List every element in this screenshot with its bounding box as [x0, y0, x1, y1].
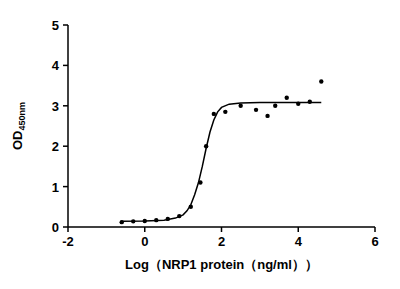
data-point	[254, 108, 258, 112]
x-tick	[374, 227, 376, 232]
x-tick-label: 2	[218, 234, 225, 249]
x-tick-label: 6	[371, 234, 378, 249]
x-tick-label: -2	[62, 234, 74, 249]
y-tick	[63, 226, 68, 228]
x-tick	[298, 227, 300, 232]
y-tick	[63, 186, 68, 188]
data-point	[273, 104, 277, 108]
plot-data	[120, 79, 324, 224]
data-point	[285, 96, 289, 100]
y-axis-label: OD450nm	[10, 102, 27, 150]
x-tick-label: 0	[141, 234, 148, 249]
y-tick-label: 4	[52, 58, 60, 73]
y-tick-label: 2	[52, 139, 59, 154]
y-tick-label: 0	[52, 220, 59, 235]
chart: -20246012345Log（NRP1 protein（ng/ml））OD45…	[0, 0, 400, 289]
y-tick	[63, 24, 68, 26]
y-tick	[63, 65, 68, 67]
y-tick-label: 1	[52, 180, 59, 195]
data-point	[265, 114, 269, 118]
fit-curve	[122, 103, 322, 222]
y-tick	[63, 105, 68, 107]
x-tick	[144, 227, 146, 232]
y-axis	[67, 25, 69, 227]
y-tick-label: 5	[52, 18, 59, 33]
y-tick	[63, 145, 68, 147]
y-tick-label: 3	[52, 99, 59, 114]
data-point	[223, 110, 227, 114]
x-tick	[221, 227, 223, 232]
x-axis-label: Log（NRP1 protein（ng/ml））	[125, 257, 318, 272]
x-tick-label: 4	[295, 234, 303, 249]
data-point	[238, 104, 242, 108]
data-point	[319, 79, 323, 83]
